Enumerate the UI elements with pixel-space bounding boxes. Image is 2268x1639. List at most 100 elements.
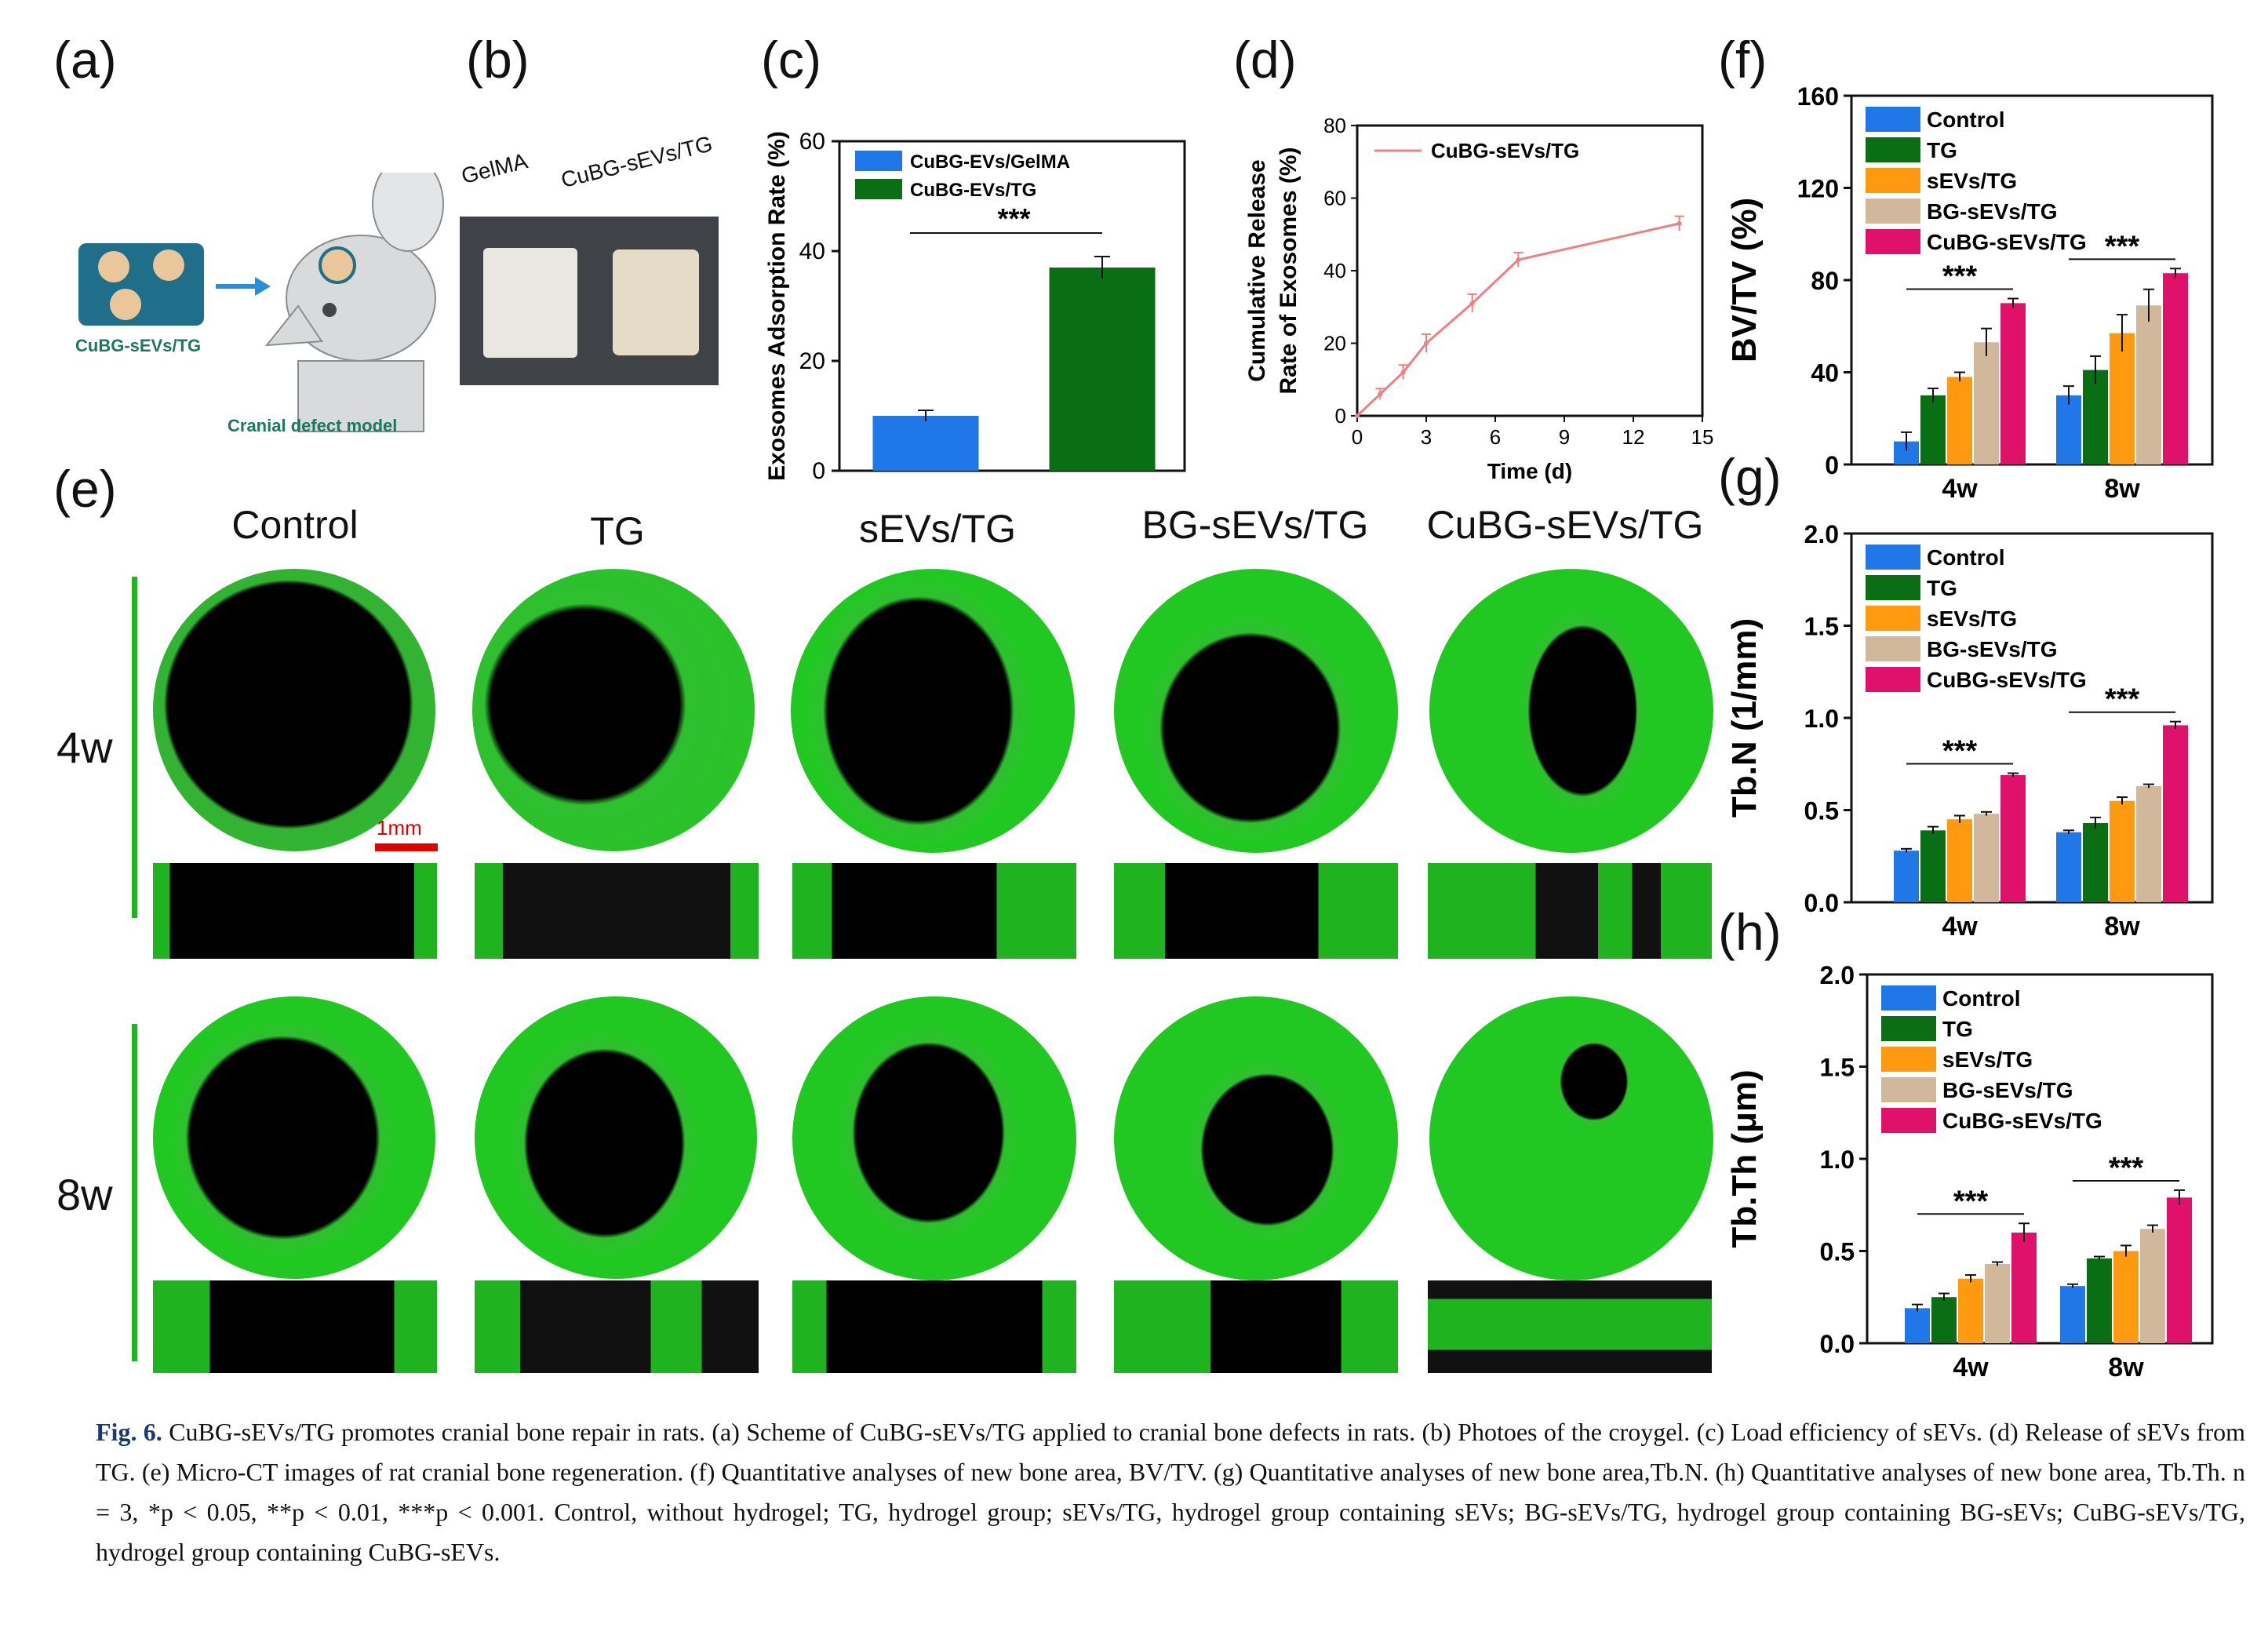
column-title-tg: TG xyxy=(590,509,645,553)
legend-label: CuBG-sEVs/TG xyxy=(1927,668,2087,692)
y-tick-label: 80 xyxy=(1811,267,1839,295)
y-tick-label: 1.0 xyxy=(1820,1145,1855,1174)
y-tick-label: 0 xyxy=(812,458,825,484)
scale-bar xyxy=(375,843,438,851)
legend-label: Control xyxy=(1942,986,2021,1011)
ct-slice-8w-control xyxy=(153,1280,437,1373)
significance-label: *** xyxy=(1942,260,1978,293)
ct-image-4w-tg xyxy=(472,569,755,851)
data-point xyxy=(1400,370,1406,375)
legend-swatch xyxy=(1866,575,1920,600)
y-tick-label: 20 xyxy=(799,348,825,374)
ct-image-4w-bg-sevs-tg xyxy=(1114,569,1398,853)
data-point xyxy=(1355,413,1360,418)
hydrogel-block xyxy=(78,243,204,326)
bar xyxy=(1049,268,1156,471)
caption-text: CuBG-sEVs/TG promotes cranial bone repai… xyxy=(96,1418,2246,1566)
y-tick-label: 0 xyxy=(1825,451,1839,479)
x-tick-label: 0 xyxy=(1352,425,1363,449)
bar xyxy=(2140,1229,2165,1343)
legend-label: Control xyxy=(1927,545,2005,570)
bar xyxy=(1947,819,1972,902)
legend-label: BG-sEVs/TG xyxy=(1942,1078,2073,1102)
plot-frame xyxy=(838,140,1186,472)
bar xyxy=(2113,1251,2139,1343)
y-tick-label: 0.5 xyxy=(1804,797,1839,825)
y-tick-label: 0.5 xyxy=(1820,1238,1855,1266)
bar xyxy=(2083,822,2108,902)
x-tick-label: 15 xyxy=(1691,425,1714,449)
legend-label: sEVs/TG xyxy=(1927,606,2017,631)
y-tick-label: 20 xyxy=(1323,332,1346,355)
ct-slice-8w-sevs-tg xyxy=(792,1280,1076,1373)
legend-swatch xyxy=(1881,1047,1936,1072)
ct-slice-8w-bg-sevs-tg xyxy=(1114,1280,1398,1373)
ct-image-8w-sevs-tg xyxy=(792,996,1076,1280)
bar xyxy=(2060,1286,2085,1343)
ct-image-4w-cubg-sevs-tg xyxy=(1429,569,1713,853)
significance-label: *** xyxy=(2105,683,2140,716)
figure-caption: Fig. 6. CuBG-sEVs/TG promotes cranial bo… xyxy=(96,1412,2245,1572)
y-tick-label: 60 xyxy=(1323,187,1346,210)
photo-label-gelma: GelMA xyxy=(459,148,530,189)
defect-site-graphic xyxy=(319,246,356,284)
x-tick-label: 8w xyxy=(2104,474,2140,502)
y-axis-label: Tb.N (1/mm) xyxy=(1725,618,1764,818)
legend-swatch xyxy=(1866,667,1920,692)
bar xyxy=(1894,850,1919,902)
x-tick-label: 4w xyxy=(1953,1353,1989,1382)
bar xyxy=(2000,303,2026,464)
rat-body-graphic xyxy=(297,360,424,432)
vesicle-graphic xyxy=(98,251,129,282)
ct-slice-4w-tg xyxy=(475,863,759,959)
bar xyxy=(2163,725,2188,902)
bar xyxy=(2136,305,2161,464)
x-axis-label: Time (d) xyxy=(1487,459,1572,483)
column-title-sevs-tg: sEVs/TG xyxy=(858,507,1017,551)
legend-swatch xyxy=(1866,606,1920,631)
ct-slice-4w-bg-sevs-tg xyxy=(1114,863,1398,959)
y-tick-label: 40 xyxy=(1323,259,1346,282)
x-tick-label: 4w xyxy=(1942,912,1978,942)
legend-swatch xyxy=(1881,1077,1936,1102)
legend-label: TG xyxy=(1927,576,1957,600)
data-point xyxy=(1424,341,1429,346)
bar xyxy=(1931,1297,1957,1343)
significance-label: *** xyxy=(2105,230,2140,263)
legend-label: CuBG-sEVs/TG xyxy=(1927,230,2087,254)
scheme-model-label: Cranial defect model xyxy=(228,416,398,435)
scale-bar-label: 1mm xyxy=(377,816,422,840)
y-tick-label: 0.0 xyxy=(1820,1330,1855,1358)
photo-label-cubg: CuBG-sEVs/TG xyxy=(559,131,715,193)
bar xyxy=(1974,814,1999,902)
panel-letter-h: (h) xyxy=(1718,903,1782,961)
x-tick-label: 12 xyxy=(1622,425,1645,449)
ct-slice-8w-tg xyxy=(475,1280,759,1373)
legend-label: CuBG-EVs/GelMA xyxy=(910,151,1070,173)
panel-letter-e: (e) xyxy=(53,460,117,518)
rat-snout-graphic xyxy=(264,304,323,347)
significance-label: *** xyxy=(2109,1152,2144,1185)
y-tick-label: 2.0 xyxy=(1804,520,1839,548)
chart-c: 0 20 40 60 Exosomes Adsorption Rate (%) CuBG-… xyxy=(764,129,1186,484)
legend-swatch xyxy=(855,151,902,171)
legend-label: sEVs/TG xyxy=(1942,1047,2033,1072)
data-point xyxy=(1378,392,1383,397)
legend-swatch xyxy=(1866,107,1920,132)
legend-swatch xyxy=(1881,985,1936,1011)
y-tick-label: 1.5 xyxy=(1804,613,1839,641)
x-tick-label: 4w xyxy=(1942,474,1978,502)
legend-label: BG-sEVs/TG xyxy=(1927,199,2057,224)
chart-f: 0 40 80 120 160 BV/TV (%) 4w *** 8w *** Control TG s… xyxy=(1725,82,2214,502)
bar xyxy=(1958,1278,1983,1343)
chart-d: 0 20 40 60 80 0 3 6 9 12 15 Time (d) Cumulative Rele… xyxy=(1244,114,1714,483)
bar xyxy=(2163,273,2188,464)
x-tick-label: 3 xyxy=(1421,425,1432,449)
ct-slice-4w-sevs-tg xyxy=(792,863,1076,959)
legend-label: BG-sEVs/TG xyxy=(1927,637,2057,661)
bar xyxy=(1920,830,1946,902)
legend-label: CuBG-sEVs/TG xyxy=(1431,139,1579,162)
y-tick-label: 0 xyxy=(1335,404,1346,428)
y-tick-label: 40 xyxy=(799,239,825,264)
scheme-material-label: CuBG-sEVs/TG xyxy=(75,336,202,355)
